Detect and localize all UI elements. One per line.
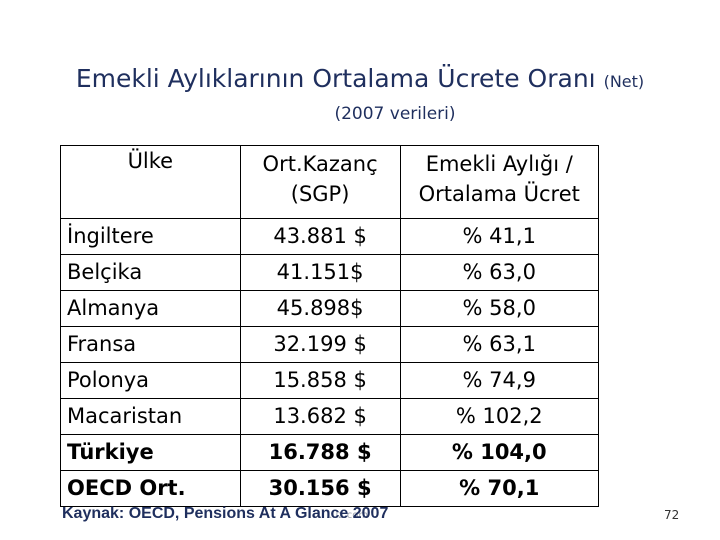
- header-ratio: Emekli Aylığı / Ortalama Ücret: [399, 145, 599, 219]
- cell-ratio: % 58,0: [399, 290, 599, 327]
- table-row: Fransa 32.199 $ % 63,1: [60, 326, 599, 363]
- cell-earnings: 32.199 $: [239, 326, 401, 363]
- table-row: Belçika 41.151$ % 63,0: [60, 254, 599, 291]
- page-number: 72: [664, 508, 680, 522]
- table-row-highlight: Türkiye 16.788 $ % 104,0: [60, 434, 599, 471]
- cell-country: Polonya: [60, 362, 241, 399]
- table-row-highlight: OECD Ort. 30.156 $ % 70,1: [60, 470, 599, 507]
- cell-country: Almanya: [60, 290, 241, 327]
- cell-country: Fransa: [60, 326, 241, 363]
- header-ratio-line1: Emekli Aylığı /: [425, 152, 573, 176]
- header-earnings-line1: Ort.Kazanç: [262, 152, 378, 176]
- table-row: İngiltere 43.881 $ % 41,1: [60, 218, 599, 255]
- cell-earnings: 16.788 $: [239, 434, 401, 471]
- header-country: Ülke: [60, 145, 241, 219]
- table-row: Polonya 15.858 $ % 74,9: [60, 362, 599, 399]
- header-earnings: Ort.Kazanç (SGP): [239, 145, 401, 219]
- cell-country: Türkiye: [60, 434, 241, 471]
- cell-earnings: 30.156 $: [239, 470, 401, 507]
- watermark-text: ...iz.com: [326, 510, 369, 521]
- cell-ratio: % 63,0: [399, 254, 599, 291]
- table-header-row: Ülke Ort.Kazanç (SGP) Emekli Aylığı / Or…: [60, 145, 599, 219]
- cell-ratio: % 104,0: [399, 434, 599, 471]
- header-earnings-line2: (SGP): [290, 182, 350, 206]
- source-note: Kaynak: OECD, Pensions At A Glance 2007: [62, 505, 389, 522]
- cell-country: OECD Ort.: [60, 470, 241, 507]
- table-row: Almanya 45.898$ % 58,0: [60, 290, 599, 327]
- cell-earnings: 13.682 $: [239, 398, 401, 435]
- cell-ratio: % 63,1: [399, 326, 599, 363]
- cell-country: İngiltere: [60, 218, 241, 255]
- slide-title-suffix: (Net): [603, 72, 645, 91]
- cell-earnings: 15.858 $: [239, 362, 401, 399]
- cell-ratio: % 70,1: [399, 470, 599, 507]
- cell-country: Macaristan: [60, 398, 241, 435]
- slide-subtitle: (2007 verileri): [334, 104, 456, 124]
- cell-ratio: % 102,2: [399, 398, 599, 435]
- cell-earnings: 45.898$: [239, 290, 401, 327]
- slide-title: Emekli Aylıklarının Ortalama Ücrete Oran…: [0, 64, 720, 93]
- slide-title-text: Emekli Aylıklarının Ortalama Ücrete Oran…: [75, 64, 596, 93]
- cell-ratio: % 74,9: [399, 362, 599, 399]
- cell-earnings: 43.881 $: [239, 218, 401, 255]
- header-ratio-line2: Ortalama Ücret: [418, 182, 580, 206]
- cell-ratio: % 41,1: [399, 218, 599, 255]
- cell-earnings: 41.151$: [239, 254, 401, 291]
- table-row: Macaristan 13.682 $ % 102,2: [60, 398, 599, 435]
- pension-ratio-table: Ülke Ort.Kazanç (SGP) Emekli Aylığı / Or…: [60, 145, 599, 507]
- cell-country: Belçika: [60, 254, 241, 291]
